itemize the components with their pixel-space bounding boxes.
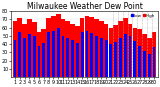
- Bar: [95, 36, 98, 77]
- Bar: [71, 40, 74, 77]
- Bar: [14, 40, 16, 77]
- Bar: [52, 31, 55, 77]
- Bar: [85, 31, 88, 77]
- Bar: [104, 24, 108, 77]
- Bar: [80, 18, 84, 77]
- Bar: [90, 33, 93, 77]
- Bar: [75, 26, 80, 77]
- Bar: [100, 38, 103, 77]
- Bar: [128, 24, 132, 77]
- Bar: [33, 36, 36, 77]
- Bar: [65, 21, 70, 77]
- Bar: [41, 29, 46, 77]
- Bar: [42, 43, 45, 77]
- Bar: [138, 46, 141, 77]
- Bar: [17, 18, 22, 77]
- Bar: [13, 21, 17, 77]
- Bar: [70, 24, 75, 77]
- Bar: [142, 34, 147, 77]
- Bar: [22, 24, 27, 77]
- Bar: [109, 44, 112, 77]
- Bar: [76, 43, 79, 77]
- Bar: [153, 47, 156, 77]
- Bar: [47, 32, 50, 77]
- Bar: [118, 21, 123, 77]
- Bar: [28, 34, 31, 77]
- Bar: [66, 38, 69, 77]
- Bar: [124, 34, 127, 77]
- Bar: [129, 36, 132, 77]
- Bar: [114, 42, 117, 77]
- Bar: [113, 25, 118, 77]
- Bar: [105, 40, 108, 77]
- Bar: [62, 36, 64, 77]
- Bar: [81, 32, 84, 77]
- Bar: [133, 41, 136, 77]
- Bar: [46, 18, 51, 77]
- Bar: [18, 32, 21, 77]
- Bar: [56, 14, 60, 77]
- Bar: [132, 28, 137, 77]
- Bar: [148, 54, 151, 77]
- Bar: [94, 19, 99, 77]
- Bar: [37, 32, 41, 77]
- Legend: Low, High: Low, High: [131, 13, 156, 18]
- Bar: [147, 38, 152, 77]
- Bar: [57, 28, 60, 77]
- Bar: [84, 16, 89, 77]
- Bar: [119, 38, 122, 77]
- Bar: [123, 18, 128, 77]
- Bar: [38, 46, 40, 77]
- Bar: [51, 16, 56, 77]
- Bar: [99, 21, 104, 77]
- Bar: [143, 51, 146, 77]
- Bar: [89, 17, 94, 77]
- Bar: [23, 38, 26, 77]
- Bar: [32, 22, 36, 77]
- Title: Milwaukee Weather Dew Point: Milwaukee Weather Dew Point: [27, 2, 142, 11]
- Bar: [27, 19, 32, 77]
- Bar: [108, 28, 113, 77]
- Bar: [152, 32, 156, 77]
- Bar: [137, 29, 142, 77]
- Bar: [60, 19, 65, 77]
